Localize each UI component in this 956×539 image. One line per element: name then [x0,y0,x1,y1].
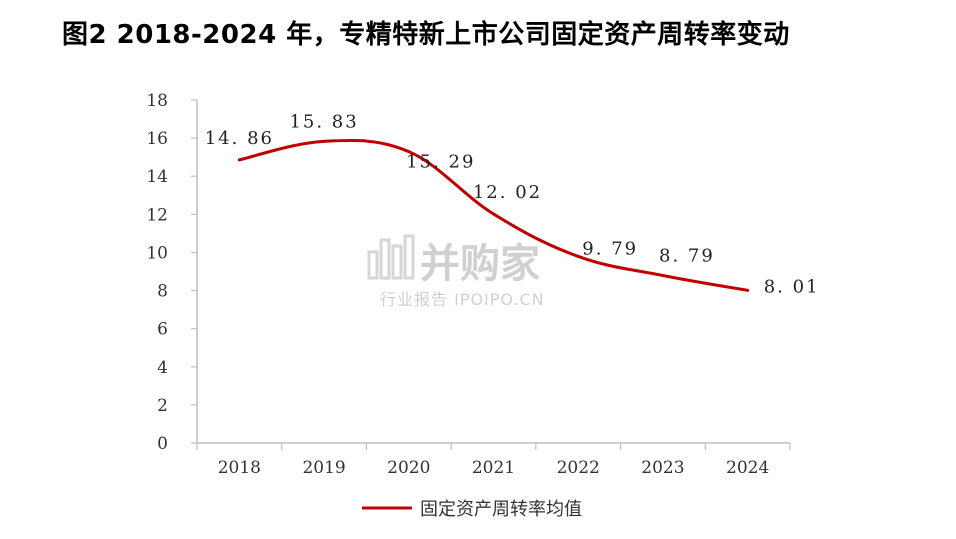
y-tick-label: 18 [146,91,168,111]
data-point [576,254,580,258]
x-tick-label: 2018 [218,458,261,478]
legend-label: 固定资产周转率均值 [420,499,582,520]
watermark: 并购家 行业报告 IPOIPO.CN [367,234,545,309]
chart-axes [191,99,791,450]
y-tick-label: 10 [146,243,168,263]
y-tick-label: 12 [146,205,168,225]
data-label: 8. 79 [659,246,715,267]
page-title: 图2 2018-2024 年，专精特新上市公司固定资产周转率变动 [62,20,790,50]
y-axis-ticks: 0 2 4 6 8 10 12 14 16 18 [146,91,168,454]
x-tick-label: 2019 [302,458,345,478]
x-tick-label: 2020 [387,458,430,478]
data-point [407,150,411,154]
y-tick-label: 2 [157,396,168,416]
y-tick-label: 14 [146,167,168,187]
data-point [661,274,665,278]
x-tick-label: 2021 [472,458,515,478]
x-tick-label: 2023 [641,458,684,478]
x-tick-label: 2024 [726,458,769,478]
data-label: 12. 02 [473,182,542,203]
y-tick-label: 8 [157,282,168,302]
x-axis-ticks: 2018 2019 2020 2021 2022 2023 2024 [218,458,770,478]
data-point [746,288,750,292]
data-point [237,158,241,162]
series-group [237,138,750,292]
data-labels: 14. 86 15. 83 15. 29 12. 02 9. 79 8. 79 8. 01 [205,111,820,297]
data-label: 8. 01 [764,276,820,297]
legend: 固定资产周转率均值 [362,499,582,520]
x-tick-label: 2022 [557,458,600,478]
y-tick-label: 4 [157,358,168,378]
y-tick-label: 6 [157,320,168,340]
watermark-sub-text: 行业报告 IPOIPO.CN [380,290,545,309]
data-label: 9. 79 [582,238,638,259]
y-tick-label: 0 [157,434,168,454]
data-point [492,212,495,216]
y-tick-label: 16 [146,129,168,149]
watermark-logo-icon [367,234,415,280]
data-label: 14. 86 [205,128,274,149]
watermark-main-text: 并购家 [420,241,540,287]
data-point [322,139,326,143]
data-label: 15. 29 [406,152,475,173]
data-label: 15. 83 [289,111,358,132]
